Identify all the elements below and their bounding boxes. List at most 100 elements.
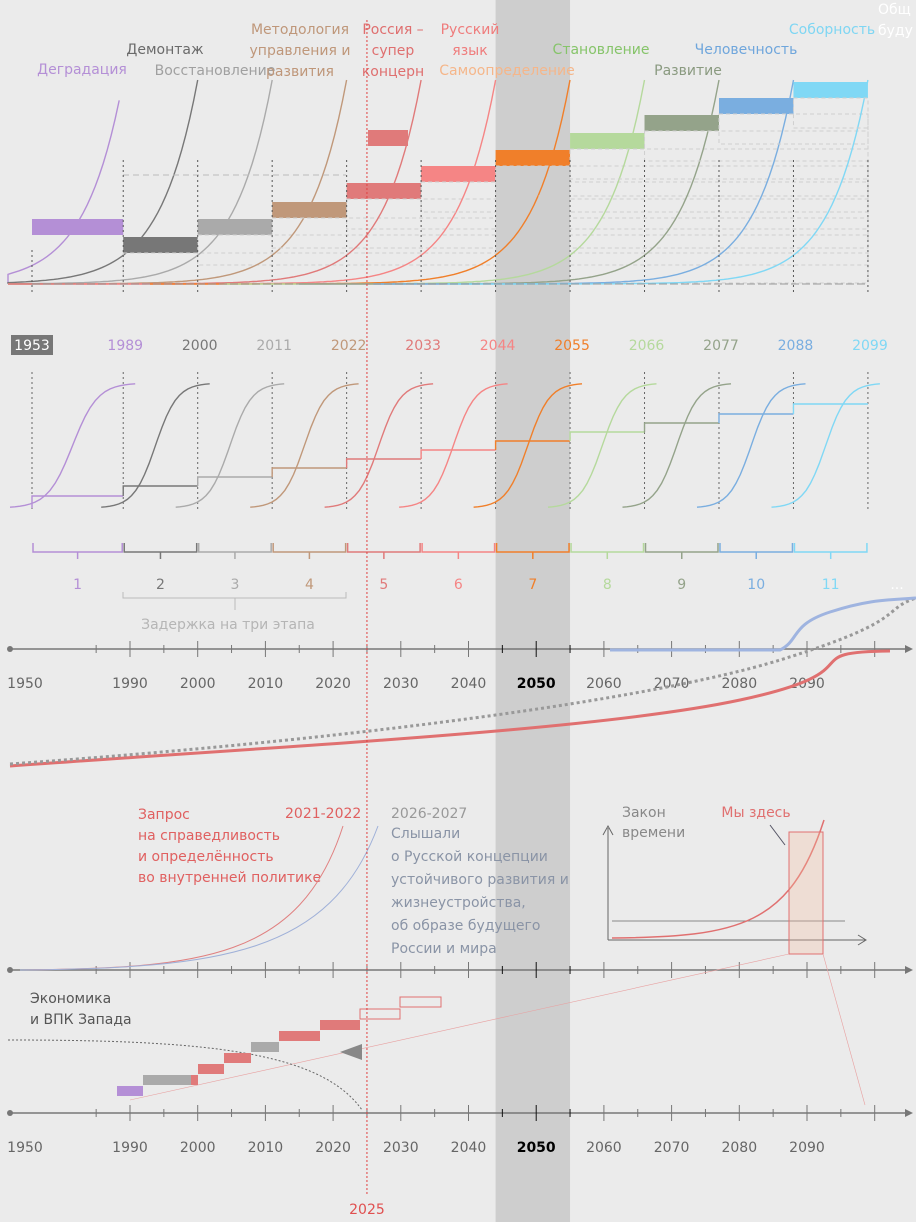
- current-year-label: 2025: [349, 1202, 385, 1218]
- note-text: России и мира: [391, 941, 497, 957]
- note-text: устойчивого развития и: [391, 872, 569, 888]
- stage-bar: [272, 202, 347, 218]
- request-curve: [19, 825, 344, 971]
- date-label: 2021-2022: [285, 806, 361, 822]
- heard-curve: [19, 825, 379, 971]
- stage-label: управления и: [250, 43, 351, 59]
- s-curve: [473, 383, 583, 508]
- bracket: [570, 543, 645, 559]
- s-curve: [547, 383, 657, 508]
- timeline-label: 2070: [654, 1140, 690, 1156]
- stage-label: Развитие: [654, 63, 722, 79]
- timeline-label: 2080: [721, 1140, 757, 1156]
- stage-label: Человечность: [695, 42, 798, 58]
- timeline-label: 2060: [586, 676, 622, 692]
- bracket: [644, 543, 719, 559]
- bracket: [346, 543, 421, 559]
- stage-label: Россия –: [362, 22, 423, 38]
- stage-label: Общ: [878, 2, 911, 18]
- stage-label: Деградация: [37, 62, 127, 78]
- note-text: Экономика: [30, 991, 111, 1007]
- stage-label: Русский: [441, 22, 500, 38]
- s-curve: [696, 383, 806, 508]
- step-bar: [279, 1031, 320, 1041]
- bracket: [719, 543, 794, 559]
- timeline-arrow: [905, 1109, 913, 1117]
- step-outline: [644, 130, 869, 162]
- s-curve: [324, 383, 434, 508]
- timeline-label: 2090: [789, 676, 825, 692]
- note-text: о Русской концепции: [391, 849, 548, 865]
- delay-bracket: [122, 592, 347, 610]
- step-bar: [143, 1075, 191, 1085]
- step-bar: [251, 1042, 279, 1052]
- stage-number: 1: [73, 577, 82, 593]
- step-bar: [191, 1075, 198, 1085]
- stage-bar: [421, 166, 496, 182]
- stage-year: 2011: [256, 338, 292, 354]
- note-text: об образе будущего: [391, 918, 540, 934]
- highlight-band: [495, 0, 571, 1222]
- timeline-label: 2080: [721, 676, 757, 692]
- stair: [271, 467, 347, 477]
- timeline-label: 1990: [112, 1140, 148, 1156]
- timeline-label: 2030: [383, 1140, 419, 1156]
- stage-bar: [793, 82, 868, 98]
- stage-year: 2088: [778, 338, 814, 354]
- growth-curve: [8, 79, 348, 285]
- timeline-label: 2050: [517, 676, 556, 692]
- stage-bar: [346, 183, 422, 199]
- west-curve: [7, 1039, 363, 1111]
- stage-bar: [718, 98, 794, 114]
- stage-year: 2055: [554, 338, 590, 354]
- s-curve: [399, 383, 508, 508]
- stage-label: концерн: [362, 64, 424, 80]
- note-text: во внутренней политике: [138, 870, 321, 886]
- inset-curve: [611, 819, 825, 939]
- step-outline: [122, 252, 869, 284]
- stage-number: 7: [528, 577, 537, 593]
- bracket: [793, 543, 868, 559]
- timeline-label: 2040: [451, 676, 487, 692]
- stage-number: 2: [156, 577, 165, 593]
- stage-number: 6: [454, 577, 463, 593]
- stair: [31, 495, 124, 508]
- s-curve: [622, 383, 732, 508]
- date-label: 2026-2027: [391, 806, 467, 822]
- timeline-label: 2030: [383, 676, 419, 692]
- trend-red: [9, 649, 891, 768]
- stage-year: 2000: [182, 338, 218, 354]
- west-arrow: [340, 1044, 362, 1060]
- bracket: [421, 543, 496, 559]
- trend-blue: [610, 596, 916, 652]
- step-bar: [117, 1086, 143, 1096]
- stage-year: 1989: [107, 338, 143, 354]
- stair: [718, 413, 794, 423]
- bracket: [197, 543, 272, 559]
- note-text: Запрос: [138, 807, 190, 823]
- step-bar: [320, 1020, 360, 1030]
- stage-bar: [495, 150, 571, 166]
- stage-label: Восстановление: [155, 63, 276, 79]
- stage-year: 2099: [852, 338, 888, 354]
- timeline-label: 1990: [112, 676, 148, 692]
- stage-label: язык: [452, 43, 487, 59]
- stage-year: 1953: [14, 338, 50, 354]
- stage-number: 9: [677, 577, 686, 593]
- flag: [368, 130, 408, 146]
- stage-year: 2022: [331, 338, 367, 354]
- stage-label: супер: [372, 43, 415, 59]
- stair: [420, 449, 496, 459]
- stair: [792, 403, 868, 414]
- timeline-label: 2010: [248, 676, 284, 692]
- stage-bar: [570, 133, 645, 149]
- stair: [197, 476, 273, 486]
- bracket: [123, 543, 198, 559]
- inset-marker: Мы здесь: [721, 805, 790, 821]
- stage-label: Методология: [251, 22, 349, 38]
- stage-label: Становление: [553, 42, 650, 58]
- stage-number: 3: [230, 577, 239, 593]
- trend-dotted: [9, 596, 916, 766]
- step-bar: [399, 996, 442, 1008]
- stair: [643, 422, 719, 432]
